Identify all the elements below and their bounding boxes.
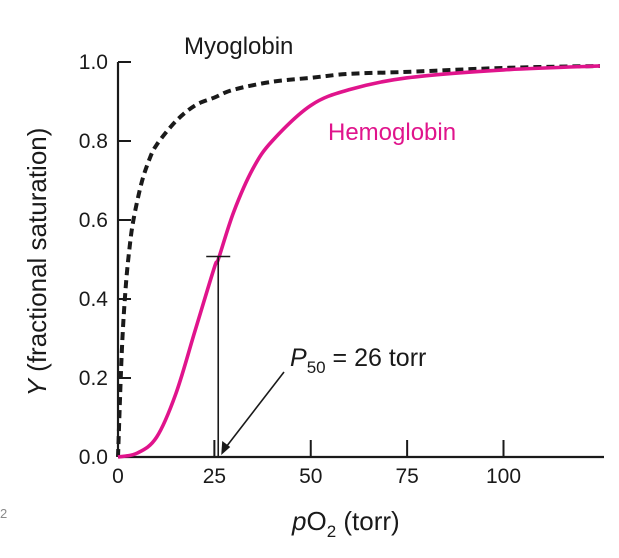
p50-annotation-sub: 50 [307, 358, 326, 377]
y-axis-title-italic: Y [22, 377, 52, 396]
x-tick-label: 100 [486, 465, 521, 488]
y-tick-label: 1.0 [79, 51, 108, 74]
series-layer [116, 63, 600, 459]
y-tick-label: 0.6 [79, 209, 108, 232]
series-label-myoglobin: Myoglobin [184, 33, 293, 60]
p50-leader-line [221, 371, 285, 453]
x-tick-label: 25 [203, 465, 226, 488]
y-axis-title: Y (fractional saturation) [22, 128, 52, 397]
x-axis-title-main: O [306, 506, 326, 536]
p50-annotation-label: P50 = 26 torr [290, 344, 426, 377]
p50-annotation-text: = 26 torr [326, 344, 427, 372]
y-axis-title-rest: (fractional saturation) [22, 128, 52, 379]
annotation-layer [206, 255, 285, 457]
x-axis-title-suffix: (torr) [336, 506, 400, 536]
x-axis-title: pO2 (torr) [291, 506, 400, 541]
x-axis-title-sub: 2 [327, 522, 336, 541]
x-tick-label: 50 [299, 465, 322, 488]
series-line-myoglobin [116, 63, 600, 458]
x-tick-label: 75 [395, 465, 418, 488]
y-tick-label: 0.4 [79, 288, 109, 311]
corner-mark: 2 [0, 506, 8, 521]
x-axis-title-prefix: p [291, 506, 306, 536]
y-tick-label: 0.8 [79, 130, 108, 153]
y-tick-label: 0.0 [79, 446, 108, 469]
x-tick-label: 0 [112, 465, 124, 488]
p50-arrowhead [221, 441, 231, 455]
series-line-hemoglobin [117, 64, 600, 459]
axis-ticks: 0.0 0.2 0.4 0.6 0.8 1.0 0 25 50 75 100 [79, 51, 521, 488]
series-label-hemoglobin: Hemoglobin [328, 119, 456, 146]
p50-annotation-prefix: P [290, 344, 307, 372]
y-tick-label: 0.2 [79, 367, 108, 390]
